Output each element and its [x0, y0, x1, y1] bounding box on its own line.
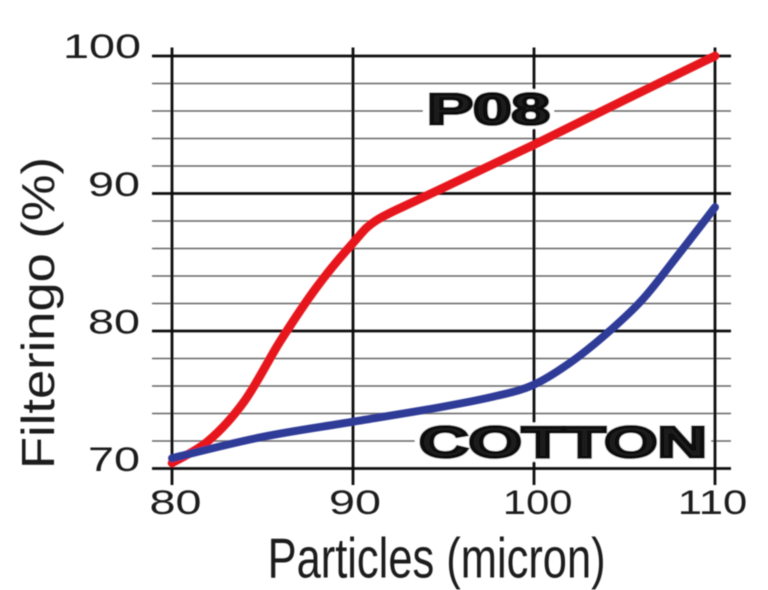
svg-text:P08: P08: [427, 85, 550, 134]
svg-text:100: 100: [63, 28, 141, 66]
svg-text:100: 100: [503, 484, 573, 522]
svg-text:90: 90: [329, 484, 381, 522]
svg-text:COTTON: COTTON: [419, 418, 707, 467]
svg-text:80: 80: [88, 304, 140, 342]
svg-text:Particles (micron): Particles (micron): [268, 527, 606, 590]
svg-text:110: 110: [678, 484, 748, 522]
svg-text:70: 70: [88, 441, 140, 479]
svg-text:P08: P08: [427, 85, 550, 134]
svg-text:Filteringo (%): Filteringo (%): [12, 157, 64, 469]
svg-text:COTTON: COTTON: [419, 418, 707, 467]
svg-text:90: 90: [88, 166, 140, 204]
svg-text:80: 80: [150, 484, 202, 522]
